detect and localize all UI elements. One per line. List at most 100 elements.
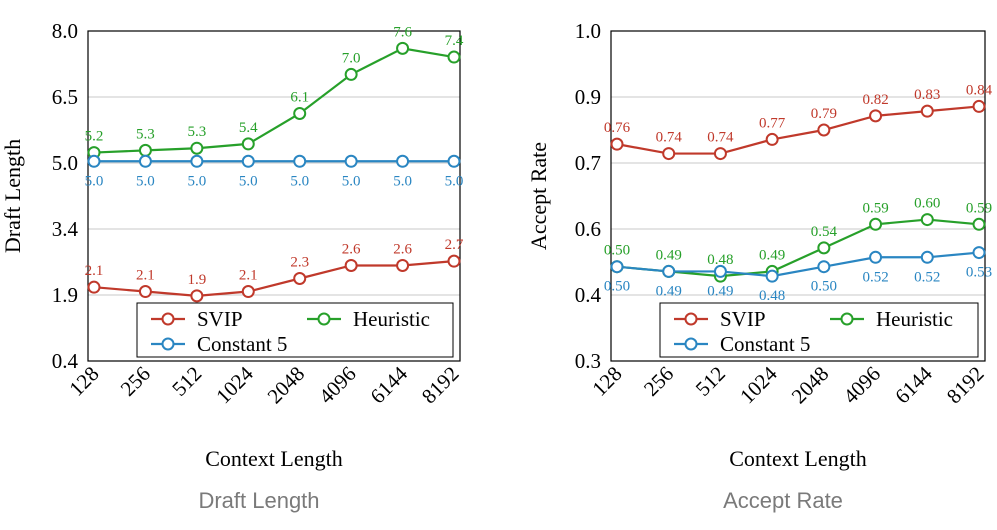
x-tick-label: 8192 [417, 362, 464, 409]
data-point-svip [190, 289, 204, 303]
plot-frame [87, 30, 461, 362]
data-label-heuristic: 6.1 [290, 90, 309, 106]
data-point-heuristic [920, 213, 934, 227]
data-label-heuristic: 0.49 [759, 247, 785, 263]
legend-marker-svip [684, 312, 698, 326]
data-label-svip: 2.3 [290, 255, 309, 271]
y-tick-label: 6.5 [52, 85, 78, 109]
data-label-constant-5: 0.53 [966, 265, 992, 281]
data-label-constant-5: 5.0 [342, 173, 361, 189]
x-axis-title: Context Length [729, 446, 866, 471]
chart-caption: Accept Rate [723, 488, 843, 513]
data-point-heuristic [344, 67, 358, 81]
x-axis-title: Context Length [205, 446, 342, 471]
data-point-heuristic [241, 137, 255, 151]
data-label-heuristic: 5.3 [187, 124, 206, 140]
x-tick-label: 8192 [942, 362, 989, 409]
x-tick-label: 4096 [314, 362, 361, 409]
data-label-heuristic: 5.3 [136, 126, 155, 142]
data-label-constant-5: 0.52 [862, 269, 888, 285]
y-tick-label: 1.0 [575, 19, 601, 43]
legend-marker-constant-5 [161, 337, 175, 351]
data-label-svip: 1.9 [187, 272, 206, 288]
data-point-svip [713, 147, 727, 161]
data-label-heuristic: 0.48 [707, 252, 733, 268]
legend-label-svip: SVIP [720, 307, 766, 331]
data-point-constant-5 [920, 250, 934, 264]
data-point-heuristic [293, 107, 307, 120]
x-tick-label: 256 [639, 362, 678, 401]
x-tick-label: 1024 [211, 361, 258, 408]
x-tick-label: 512 [167, 362, 206, 401]
y-tick-label: 0.7 [575, 151, 601, 175]
data-label-constant-5: 0.48 [759, 288, 785, 304]
data-point-svip [447, 254, 461, 268]
data-label-svip: 2.6 [393, 241, 412, 257]
legend-label-svip: SVIP [197, 307, 243, 331]
data-point-constant-5 [396, 154, 410, 168]
data-point-constant-5 [817, 260, 831, 274]
data-point-svip [138, 285, 152, 299]
data-label-constant-5: 5.0 [239, 173, 258, 189]
y-tick-label: 0.6 [575, 217, 601, 241]
data-point-constant-5 [87, 154, 101, 168]
data-label-heuristic: 5.4 [239, 120, 258, 136]
legend-label-heuristic: Heuristic [353, 307, 430, 331]
data-point-svip [765, 132, 779, 146]
x-tick-label: 6144 [890, 361, 937, 408]
x-tick-label: 256 [116, 362, 155, 401]
data-point-svip [817, 123, 831, 137]
data-point-constant-5 [869, 250, 883, 264]
data-point-constant-5 [293, 154, 307, 168]
data-label-constant-5: 5.0 [187, 173, 206, 189]
data-label-heuristic: 7.6 [393, 24, 412, 40]
data-point-svip [241, 285, 255, 299]
x-tick-label: 2048 [263, 362, 310, 409]
data-label-heuristic: 0.50 [604, 243, 630, 259]
data-point-heuristic [190, 141, 204, 155]
data-label-svip: 0.74 [656, 130, 683, 146]
data-point-heuristic [972, 217, 986, 231]
legend-label-constant-5: Constant 5 [720, 332, 810, 356]
x-tick-label: 6144 [365, 361, 412, 408]
data-point-svip [662, 147, 676, 161]
series-line-svip [93, 260, 455, 297]
data-label-heuristic: 0.59 [966, 200, 992, 216]
data-point-constant-5 [765, 269, 779, 283]
series-line-constant-5 [616, 251, 980, 278]
data-label-constant-5: 0.50 [811, 279, 837, 295]
data-label-heuristic: 7.4 [445, 33, 464, 49]
data-point-svip [869, 109, 883, 123]
x-tick-label: 512 [691, 362, 730, 401]
y-tick-label: 0.4 [575, 283, 602, 307]
y-tick-label: 0.3 [575, 349, 601, 373]
data-point-heuristic [869, 217, 883, 231]
y-axis-title: Draft Length [0, 139, 25, 253]
y-tick-label: 5.0 [52, 151, 78, 175]
x-tick-label: 4096 [838, 362, 885, 409]
x-tick-label: 1024 [735, 361, 782, 408]
y-axis-title: Accept Rate [526, 142, 551, 250]
data-label-heuristic: 0.60 [914, 196, 940, 212]
legend-label-heuristic: Heuristic [876, 307, 953, 331]
data-label-constant-5: 0.49 [656, 283, 682, 299]
legend-label-constant-5: Constant 5 [197, 332, 287, 356]
data-point-heuristic [138, 143, 152, 157]
data-label-heuristic: 7.0 [342, 50, 361, 66]
chart-caption: Draft Length [198, 488, 319, 513]
series-line-heuristic [93, 47, 455, 154]
data-label-svip: 0.77 [759, 115, 786, 131]
data-label-constant-5: 5.0 [136, 173, 155, 189]
data-point-svip [972, 99, 986, 113]
data-label-svip: 0.76 [604, 120, 631, 136]
data-point-constant-5 [610, 260, 624, 274]
data-label-constant-5: 5.0 [393, 173, 412, 189]
y-tick-label: 1.9 [52, 283, 78, 307]
data-label-svip: 0.83 [914, 87, 940, 103]
data-label-heuristic: 5.2 [85, 129, 104, 145]
data-label-svip: 2.1 [136, 268, 155, 284]
data-point-constant-5 [447, 154, 461, 168]
data-label-constant-5: 5.0 [85, 173, 104, 189]
